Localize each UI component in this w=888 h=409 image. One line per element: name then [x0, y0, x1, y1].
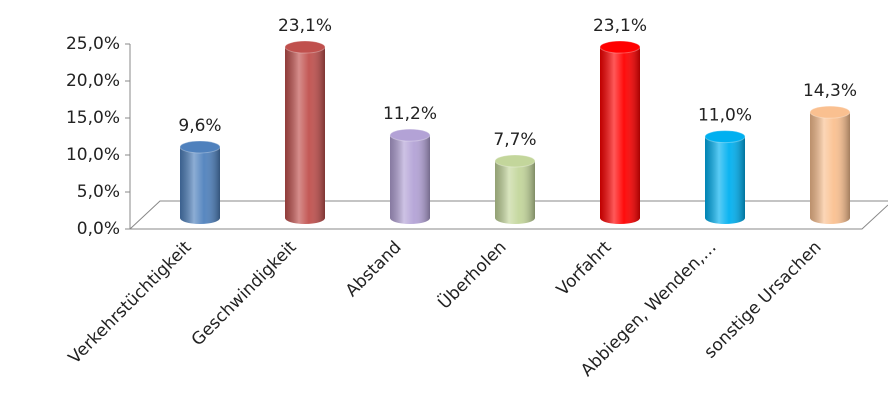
data-label: 7,7% — [493, 130, 536, 150]
bar-top — [704, 130, 746, 144]
bar-group — [284, 40, 326, 225]
bar-top — [599, 40, 641, 54]
bar-top — [389, 128, 431, 142]
y-tick-label: 15,0% — [66, 108, 120, 128]
bar-group — [389, 128, 431, 224]
x-tick-label: Geschwindigkeit — [188, 237, 301, 350]
bar-shine — [180, 146, 220, 224]
y-tick-label: 5,0% — [77, 182, 120, 202]
y-tick-label: 0,0% — [77, 219, 120, 239]
data-label: 23,1% — [278, 16, 332, 36]
y-tick-label: 10,0% — [66, 145, 120, 165]
bar-top — [179, 140, 221, 154]
bar-group — [494, 154, 536, 224]
bar-group — [809, 105, 851, 224]
bar-shine — [705, 136, 745, 224]
data-label: 14,3% — [803, 81, 857, 101]
bar-shine — [285, 47, 325, 225]
bar-group — [704, 130, 746, 224]
data-label: 23,1% — [593, 16, 647, 36]
data-label: 9,6% — [178, 116, 221, 136]
x-tick-label: Überholen — [433, 236, 510, 313]
bar-shine — [600, 47, 640, 225]
bar-top — [809, 105, 851, 119]
bar-group — [179, 140, 221, 224]
x-tick-label: sonstige Ursachen — [700, 237, 825, 362]
x-tick-label: Verkehrstüchtigkeit — [65, 237, 196, 368]
floor — [129, 200, 888, 230]
data-label: 11,0% — [698, 106, 752, 126]
x-tick-label: Vorfahrt — [553, 237, 616, 300]
y-tick-label: 20,0% — [66, 71, 120, 91]
y-tick-label: 25,0% — [66, 34, 120, 54]
x-tick-label: Abstand — [342, 237, 406, 301]
bar-top — [284, 40, 326, 54]
bar-shine — [495, 161, 535, 224]
bar-shine — [390, 135, 430, 224]
bar-group — [599, 40, 641, 225]
data-label: 11,2% — [383, 104, 437, 124]
bar-shine — [810, 112, 850, 224]
bar-top — [494, 154, 536, 168]
